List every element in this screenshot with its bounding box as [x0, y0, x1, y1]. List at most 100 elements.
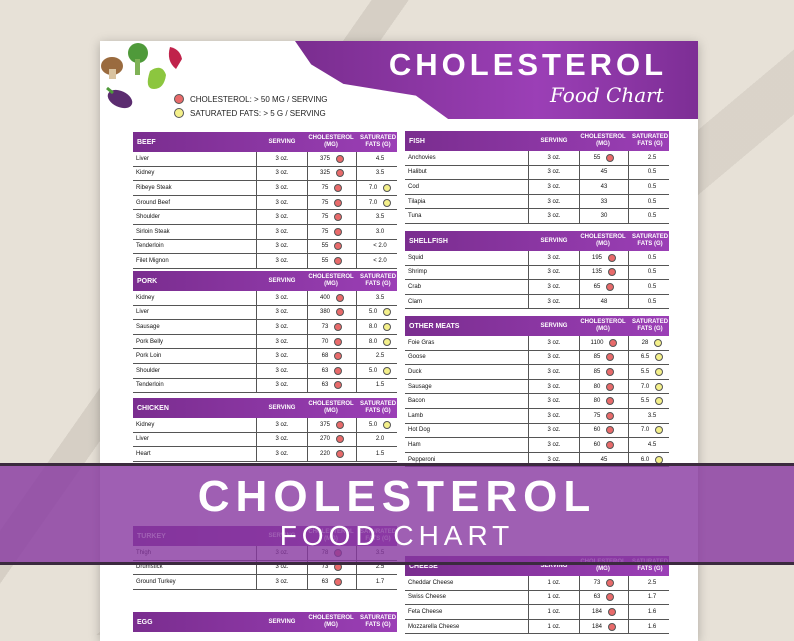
serving-size: 3 oz.	[257, 291, 308, 305]
red-circle-icon	[334, 227, 343, 236]
saturated-fats-cell: 2.0	[357, 433, 403, 447]
cholesterol-header: CHOLESTEROL (MG)	[308, 615, 354, 628]
cholesterol-value: 75	[321, 228, 329, 235]
section-header: PORK SERVING CHOLESTEROL (MG) SATURATED FAT…	[133, 271, 397, 291]
serving-size: 3 oz.	[529, 394, 580, 408]
table-row: Swiss Cheese 1 oz. 63 1.7	[405, 590, 669, 606]
cholesterol-value: 135	[591, 269, 602, 276]
red-circle-icon	[336, 154, 344, 163]
cholesterol-value: 195	[591, 254, 602, 261]
cholesterol-cell: 63	[308, 378, 357, 393]
food-name: Crab	[405, 280, 529, 294]
table-row: Ham 3 oz. 60 4.5	[405, 438, 669, 453]
yellow-circle-icon	[383, 322, 392, 331]
saturated-fats-cell: 3.5	[357, 167, 403, 181]
food-name: Pork Belly	[133, 334, 257, 349]
food-name: Squid	[405, 251, 529, 265]
cholesterol-value: 68	[321, 353, 329, 360]
page-title: CHOLESTEROL	[388, 47, 668, 82]
table-row: Sausage 3 oz. 73 8.0	[133, 320, 397, 335]
section-header: EGG SERVING CHOLESTEROL (MG) SATURATED FATS…	[133, 612, 397, 632]
cholesterol-value: 45	[600, 169, 608, 176]
serving-size: 1 oz.	[529, 605, 580, 619]
cholesterol-header: CHOLESTEROL (MG)	[308, 135, 354, 148]
table-row: Clam 3 oz. 48 0.5	[405, 294, 669, 310]
cholesterol-cell: 63	[308, 575, 357, 589]
saturated-fats-value: 5.5	[640, 368, 650, 375]
serving-size: 3 oz.	[257, 378, 308, 393]
red-circle-icon	[334, 381, 343, 390]
food-name: Kidney	[133, 291, 257, 305]
cholesterol-value: 375	[319, 421, 330, 428]
cholesterol-value: 63	[321, 382, 329, 389]
cholesterol-value: 73	[321, 564, 329, 571]
vegetables-illustration	[101, 43, 182, 89]
food-name: Clam	[405, 294, 529, 309]
cholesterol-cell: 60	[580, 423, 629, 438]
cholesterol-value: 400	[319, 294, 330, 301]
serving-size: 3 oz.	[529, 209, 580, 223]
table-row: Kidney 3 oz. 400 3.5	[133, 291, 397, 306]
red-circle-icon	[606, 353, 615, 362]
red-circle-icon	[334, 322, 343, 331]
saturated-fats-value: 2.5	[647, 154, 657, 161]
cholesterol-cell: 75	[308, 210, 357, 224]
saturated-fats-value: 4.5	[647, 441, 657, 448]
cholesterol-value: 80	[593, 398, 601, 405]
legend-saturated-fats: SATURATED FATS: > 5 G / SERVING	[174, 108, 326, 118]
serving-header: SERVING	[540, 238, 568, 244]
red-circle-icon	[334, 337, 343, 346]
serving-header: SERVING	[540, 563, 568, 569]
serving-size: 3 oz.	[529, 251, 580, 265]
red-circle-icon	[334, 256, 343, 265]
serving-size: 3 oz.	[529, 151, 580, 165]
cholesterol-value: 325	[319, 170, 330, 177]
table-row: Pork Loin 3 oz. 68 2.5	[133, 349, 397, 364]
food-name: Feta Cheese	[405, 605, 529, 619]
serving-header: SERVING	[268, 139, 296, 145]
food-name: Tenderloin	[133, 239, 257, 254]
saturated-fats-header: SATURATED FATS (G)	[359, 135, 397, 148]
saturated-fats-value: 3.0	[375, 228, 385, 235]
cholesterol-value: 85	[593, 368, 601, 375]
cholesterol-cell: 45	[580, 452, 629, 467]
red-circle-icon	[606, 426, 615, 435]
serving-size: 3 oz.	[529, 180, 580, 194]
food-name: Filet Mignon	[133, 254, 257, 268]
red-circle-icon	[606, 593, 615, 602]
cholesterol-cell: 85	[580, 365, 629, 379]
table-row: Liver 3 oz. 270 2.0	[133, 432, 397, 448]
saturated-fats-cell: 3.5	[357, 291, 403, 305]
table-row: Tilapia 3 oz. 33 0.5	[405, 194, 669, 210]
saturated-fats-cell: 2.5	[629, 151, 675, 165]
saturated-fats-cell: 8.0	[357, 335, 403, 349]
table-row: Tenderloin 3 oz. 63 1.5	[133, 378, 397, 394]
table-row: Ground Turkey 3 oz. 63 1.7	[133, 575, 397, 590]
saturated-fats-value: 6.0	[640, 456, 650, 463]
red-circle-icon	[334, 213, 343, 222]
cholesterol-value: 80	[593, 383, 601, 390]
saturated-fats-cell: 5.0	[357, 306, 403, 320]
saturated-fats-value: 2.5	[647, 579, 657, 586]
saturated-fats-value: 0.5	[647, 183, 657, 190]
table-row: Feta Cheese 1 oz. 184 1.6	[405, 605, 669, 620]
food-name: Pork Loin	[133, 349, 257, 363]
food-name: Shrimp	[405, 265, 529, 280]
red-circle-icon	[336, 420, 344, 429]
table-row: Bacon 3 oz. 80 5.5	[405, 394, 669, 409]
saturated-fats-header: SATURATED FATS (G)	[631, 319, 669, 332]
food-name: Hot Dog	[405, 423, 529, 438]
cholesterol-value: 45	[600, 456, 608, 463]
saturated-fats-value: 0.5	[647, 198, 657, 205]
serving-header: SERVING	[268, 619, 296, 625]
cholesterol-value: 63	[321, 367, 329, 374]
table-row: Ground Beef 3 oz. 75 7.0	[133, 195, 397, 211]
red-circle-icon	[336, 293, 344, 302]
section-pork: PORK SERVING CHOLESTEROL (MG) SATURATED FAT…	[133, 271, 397, 394]
yellow-circle-icon	[655, 367, 664, 376]
cholesterol-value: 184	[591, 623, 602, 630]
table-row: Crab 3 oz. 65 0.5	[405, 280, 669, 295]
yellow-circle-icon	[383, 183, 392, 192]
food-name: Halibut	[405, 165, 529, 180]
cholesterol-value: 85	[593, 354, 601, 361]
